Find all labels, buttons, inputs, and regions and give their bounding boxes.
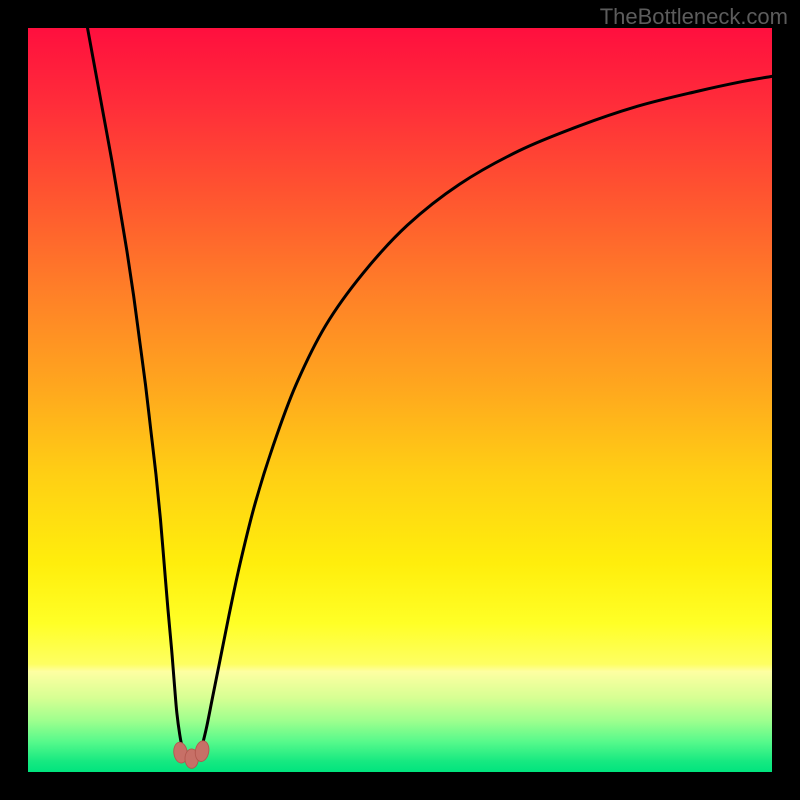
chart-frame: TheBottleneck.com xyxy=(0,0,800,800)
watermark-label: TheBottleneck.com xyxy=(600,4,788,30)
chart-background xyxy=(28,28,772,772)
plot-svg xyxy=(28,28,772,772)
plot-area xyxy=(28,28,772,772)
